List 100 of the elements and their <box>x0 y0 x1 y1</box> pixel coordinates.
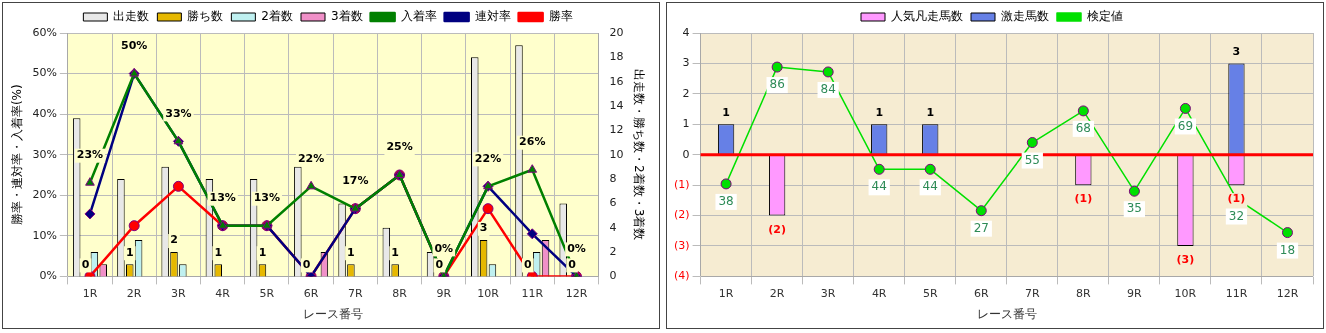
data-label: 35 <box>1126 201 1143 216</box>
data-label: 3 <box>479 221 488 235</box>
data-label: 13% <box>253 191 281 205</box>
y-tick-label: (2) <box>673 208 690 222</box>
y2-tick-label: 18 <box>609 50 624 64</box>
y-tick-label: 10% <box>32 228 57 242</box>
x-tick-label: 4R <box>871 286 887 300</box>
x-tick-label: 6R <box>973 286 989 300</box>
x-axis-title: レース番号 <box>303 306 364 321</box>
x-tick-label: 10R <box>1174 286 1197 300</box>
data-label: 44 <box>922 179 938 194</box>
y2-tick-label: 20 <box>609 25 624 39</box>
y-tick-label: 40% <box>32 106 57 120</box>
y2-tick-label: 2 <box>609 244 617 258</box>
data-label: 2 <box>170 233 178 247</box>
data-label: 44 <box>871 179 887 194</box>
x-tick-label: 3R <box>171 286 187 300</box>
x-tick-label: 2R <box>126 286 142 300</box>
y2-axis-title: 出走数・勝ち数・2着数・3着数 <box>631 69 646 241</box>
y-tick-label: 2 <box>682 86 690 100</box>
data-label: 0 <box>524 257 533 271</box>
legend-label: 入着率 <box>400 9 437 24</box>
y-tick-label: 0% <box>39 269 57 283</box>
data-label: 0 <box>568 257 577 271</box>
legend-label: 連対率 <box>474 9 511 24</box>
data-label: 1 <box>875 105 884 119</box>
data-label: 69 <box>1177 118 1194 133</box>
data-label: (1) <box>1074 192 1093 206</box>
data-label: 86 <box>769 77 785 92</box>
data-label: 0% <box>567 241 586 255</box>
legend-label: 勝ち数 <box>187 9 224 24</box>
data-label: 0 <box>435 257 444 271</box>
x-tick-label: 5R <box>922 286 938 300</box>
x-tick-label: 9R <box>436 286 452 300</box>
y-tick-label: (1) <box>673 177 690 191</box>
legend-label: 激走馬数 <box>1001 9 1049 24</box>
data-label: 38 <box>718 194 734 209</box>
y2-tick-label: 12 <box>609 123 624 137</box>
data-label: 50% <box>121 38 148 52</box>
y-tick-label: 4 <box>682 25 690 39</box>
data-label: 0 <box>302 257 311 271</box>
data-label: 1 <box>347 245 355 259</box>
y-tick-label: 50% <box>32 66 57 80</box>
data-label: 27 <box>973 220 989 235</box>
y2-tick-label: 14 <box>609 98 624 112</box>
y-tick-label: (3) <box>673 238 690 252</box>
data-label: 32 <box>1228 208 1245 223</box>
data-label: (1) <box>1227 192 1246 206</box>
y2-tick-label: 6 <box>609 196 617 210</box>
legend-label: 勝率 <box>548 9 573 24</box>
x-tick-label: 1R <box>718 286 734 300</box>
x-tick-label: 11R <box>1225 286 1248 300</box>
data-label: (2) <box>768 222 786 236</box>
x-tick-label: 5R <box>259 286 275 300</box>
y-tick-label: 20% <box>32 188 57 202</box>
data-label: 1 <box>722 105 730 119</box>
y2-tick-label: 10 <box>609 147 624 161</box>
x-tick-label: 4R <box>215 286 231 300</box>
y-tick-label: 60% <box>32 25 57 39</box>
x-axis-title: レース番号 <box>976 306 1037 321</box>
y-tick-label: 30% <box>32 147 57 161</box>
y-axis-title: 勝率・連対率・入着率(%) <box>10 84 25 226</box>
data-label: 55 <box>1024 152 1040 167</box>
x-tick-label: 8R <box>1076 286 1092 300</box>
data-label: (3) <box>1176 253 1195 267</box>
data-label: 0% <box>434 241 454 255</box>
data-label: 23% <box>76 148 104 162</box>
data-label: 1 <box>391 245 399 259</box>
data-label: 84 <box>820 82 836 97</box>
x-tick-label: 10R <box>477 286 500 300</box>
data-label: 26% <box>519 135 546 149</box>
legend-label: 3着数 <box>331 9 363 24</box>
x-tick-label: 11R <box>521 286 544 300</box>
data-label: 1 <box>214 245 223 259</box>
data-label: 22% <box>297 151 325 165</box>
x-tick-label: 6R <box>303 286 319 300</box>
y-tick-label: (4) <box>673 269 690 283</box>
legend-label: 検定値 <box>1087 9 1123 24</box>
data-label: 13% <box>209 191 236 205</box>
legend-label: 出走数 <box>113 9 150 24</box>
y2-tick-label: 16 <box>609 74 624 88</box>
y2-tick-label: 4 <box>609 220 617 234</box>
y-tick-label: 1 <box>682 117 690 131</box>
data-label: 25% <box>386 140 413 154</box>
data-label: 68 <box>1075 121 1091 136</box>
legend-label: 2着数 <box>261 9 294 24</box>
y-tick-label: 3 <box>682 56 690 70</box>
data-label: 1 <box>926 105 935 119</box>
x-tick-label: 2R <box>769 286 785 300</box>
data-label: 1 <box>258 245 267 259</box>
x-tick-label: 8R <box>392 286 408 300</box>
x-tick-label: 7R <box>1024 286 1040 300</box>
x-tick-label: 12R <box>1276 286 1299 300</box>
data-label: 0 <box>81 257 90 271</box>
x-tick-label: 7R <box>348 286 364 300</box>
x-tick-label: 9R <box>1127 286 1143 300</box>
x-tick-label: 12R <box>565 286 588 300</box>
x-tick-label: 1R <box>82 286 98 300</box>
y2-tick-label: 8 <box>609 171 617 185</box>
x-tick-label: 3R <box>820 286 836 300</box>
